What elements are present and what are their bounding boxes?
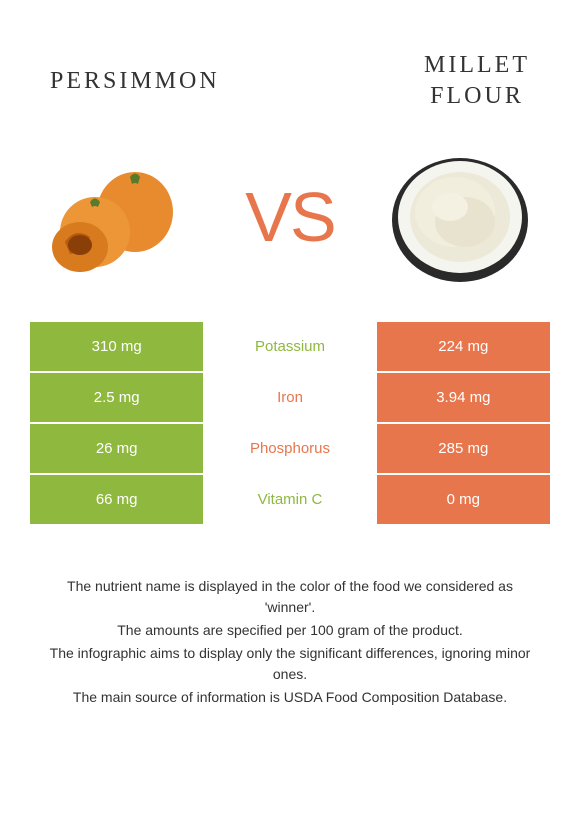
cell-right-value: 0 mg xyxy=(377,475,550,524)
cell-left-value: 26 mg xyxy=(30,424,203,473)
persimmon-image xyxy=(40,142,200,292)
table-row: 310 mg Potassium 224 mg xyxy=(30,322,550,373)
right-food-title: MILLETFLOUR xyxy=(424,50,530,112)
cell-nutrient-name: Potassium xyxy=(203,322,376,371)
cell-nutrient-name: Vitamin C xyxy=(203,475,376,524)
cell-right-value: 3.94 mg xyxy=(377,373,550,422)
table-row: 26 mg Phosphorus 285 mg xyxy=(30,424,550,475)
footer-line: The amounts are specified per 100 gram o… xyxy=(40,620,540,641)
table-row: 66 mg Vitamin C 0 mg xyxy=(30,475,550,526)
cell-nutrient-name: Phosphorus xyxy=(203,424,376,473)
cell-left-value: 2.5 mg xyxy=(30,373,203,422)
images-row: VS xyxy=(0,132,580,322)
flour-image xyxy=(380,142,540,292)
footer-line: The nutrient name is displayed in the co… xyxy=(40,576,540,618)
left-food-title: PERSIMMON xyxy=(50,68,220,95)
cell-right-value: 224 mg xyxy=(377,322,550,371)
cell-nutrient-name: Iron xyxy=(203,373,376,422)
cell-left-value: 66 mg xyxy=(30,475,203,524)
table-row: 2.5 mg Iron 3.94 mg xyxy=(30,373,550,424)
footer-line: The main source of information is USDA F… xyxy=(40,687,540,708)
header: PERSIMMON MILLETFLOUR xyxy=(0,0,580,132)
cell-left-value: 310 mg xyxy=(30,322,203,371)
nutrient-table: 310 mg Potassium 224 mg 2.5 mg Iron 3.94… xyxy=(30,322,550,526)
vs-label: VS xyxy=(245,177,334,257)
footer-line: The infographic aims to display only the… xyxy=(40,643,540,685)
cell-right-value: 285 mg xyxy=(377,424,550,473)
footer-notes: The nutrient name is displayed in the co… xyxy=(0,526,580,730)
